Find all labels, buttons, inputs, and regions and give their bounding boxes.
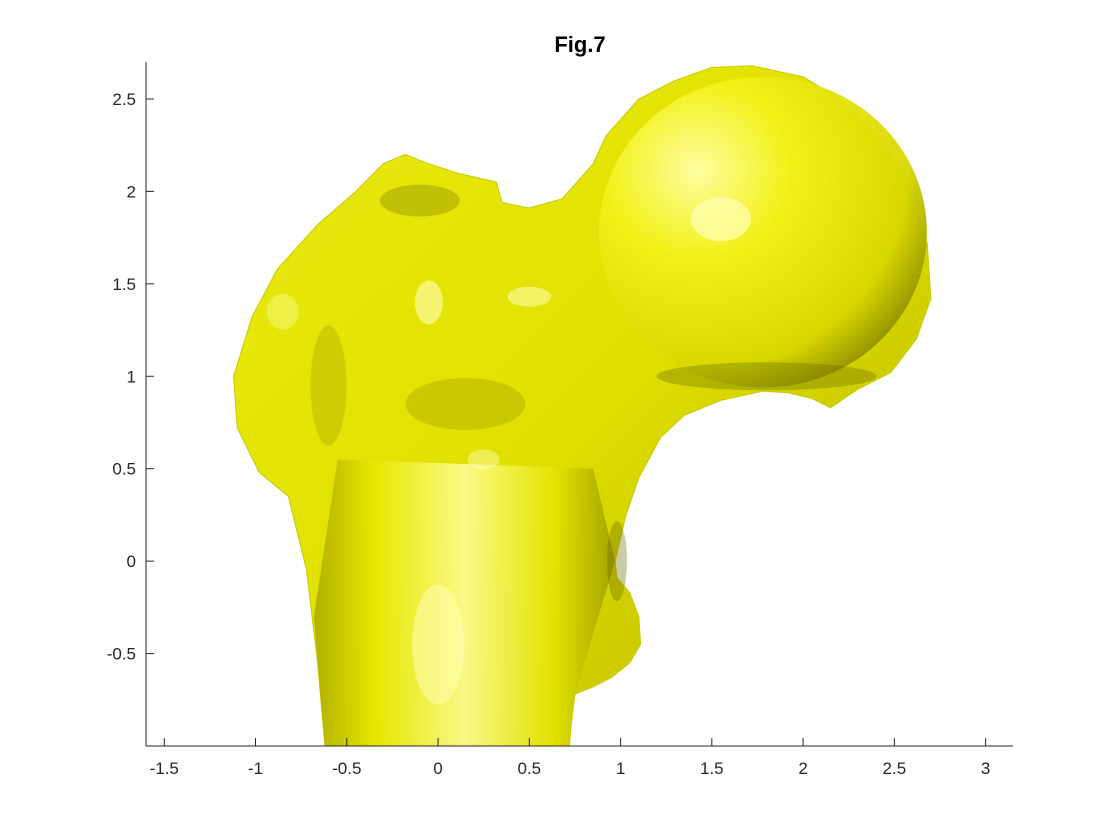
y-tick-label: 1.5	[112, 275, 136, 294]
y-tick-label: 2	[127, 182, 136, 201]
y-tick-label: 0.5	[112, 460, 136, 479]
x-tick-label: 2	[798, 759, 807, 778]
y-tick-label: 0	[127, 552, 136, 571]
x-axis-ticks: -1.5 -1 -0.5 0 0.5 1 1.5 2 2.5 3	[150, 738, 990, 778]
surface-shadow	[379, 184, 460, 217]
surface-shadow	[656, 362, 877, 391]
y-axis-ticks: -0.5 0 0.5 1 1.5 2 2.5	[107, 90, 154, 664]
x-tick-label: 0	[433, 759, 442, 778]
surface-shadow	[405, 378, 526, 430]
x-tick-label: 3	[981, 759, 990, 778]
x-tick-label: -1.5	[150, 759, 179, 778]
surface-highlight	[412, 584, 465, 705]
surface-highlight	[414, 280, 443, 325]
y-tick-label: 2.5	[112, 90, 136, 109]
y-tick-label: 1	[127, 367, 136, 386]
femur-surface	[233, 65, 932, 746]
x-tick-label: 1	[616, 759, 625, 778]
surface-shadow	[310, 325, 347, 446]
axes	[145, 62, 1013, 747]
chart-title: Fig.7	[554, 32, 605, 57]
y-tick-label: -0.5	[107, 645, 136, 664]
femur-shaft-shading	[313, 459, 616, 746]
x-tick-label: -1	[248, 759, 263, 778]
surface-highlight	[266, 293, 299, 330]
x-tick-label: 1.5	[700, 759, 724, 778]
surface-highlight	[507, 286, 552, 307]
femoral-head	[599, 76, 927, 388]
surface-shadow	[606, 521, 627, 602]
x-tick-label: -0.5	[332, 759, 361, 778]
surface-highlight	[690, 197, 751, 242]
surface-highlight	[467, 449, 500, 470]
x-tick-label: 2.5	[883, 759, 907, 778]
x-tick-label: 0.5	[517, 759, 541, 778]
